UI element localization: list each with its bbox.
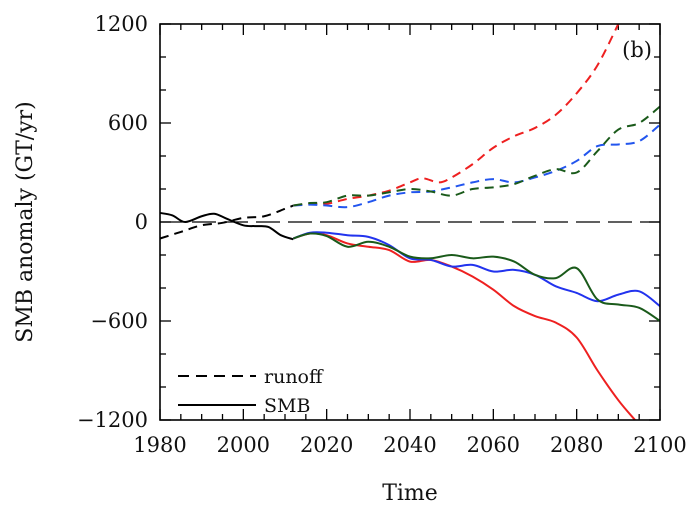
panel-label: (b) [622, 38, 652, 62]
tick-labels: 1980 2000 2020 2040 2060 2080 2100 −1200 −600 0 60… [77, 12, 687, 457]
x-tick-label: 2100 [633, 433, 686, 457]
plot-frame [159, 23, 661, 421]
series-line-smb-5 [293, 232, 636, 421]
x-tick-label: 2020 [300, 433, 353, 457]
series-line-runoff-4 [293, 105, 661, 207]
series-lines [159, 23, 661, 421]
y-tick-label: 0 [135, 210, 148, 234]
legend-label-runoff: runoff [264, 366, 324, 388]
series-line-runoff-3 [293, 123, 661, 209]
x-tick-label: 2080 [550, 433, 603, 457]
series-line-smb-6 [292, 231, 661, 307]
x-tick-label: 2000 [217, 433, 270, 457]
y-tick-label: −600 [90, 309, 148, 333]
x-axis-title: Time [382, 481, 438, 506]
y-tick-label: 600 [108, 111, 148, 135]
series-line-smb-1 [159, 211, 294, 241]
x-tick-label: 2060 [467, 433, 520, 457]
y-tick-label: −1200 [77, 408, 148, 432]
legend: runoff SMB [178, 366, 324, 417]
x-tick-label: 1980 [133, 433, 186, 457]
series-line-runoff-2 [293, 23, 620, 207]
legend-label-smb: SMB [264, 395, 310, 417]
y-axis-title: SMB anomaly (GT/yr) [13, 101, 38, 343]
series-line-smb-7 [293, 232, 661, 322]
y-tick-label: 1200 [95, 12, 148, 36]
x-tick-label: 2040 [383, 433, 436, 457]
